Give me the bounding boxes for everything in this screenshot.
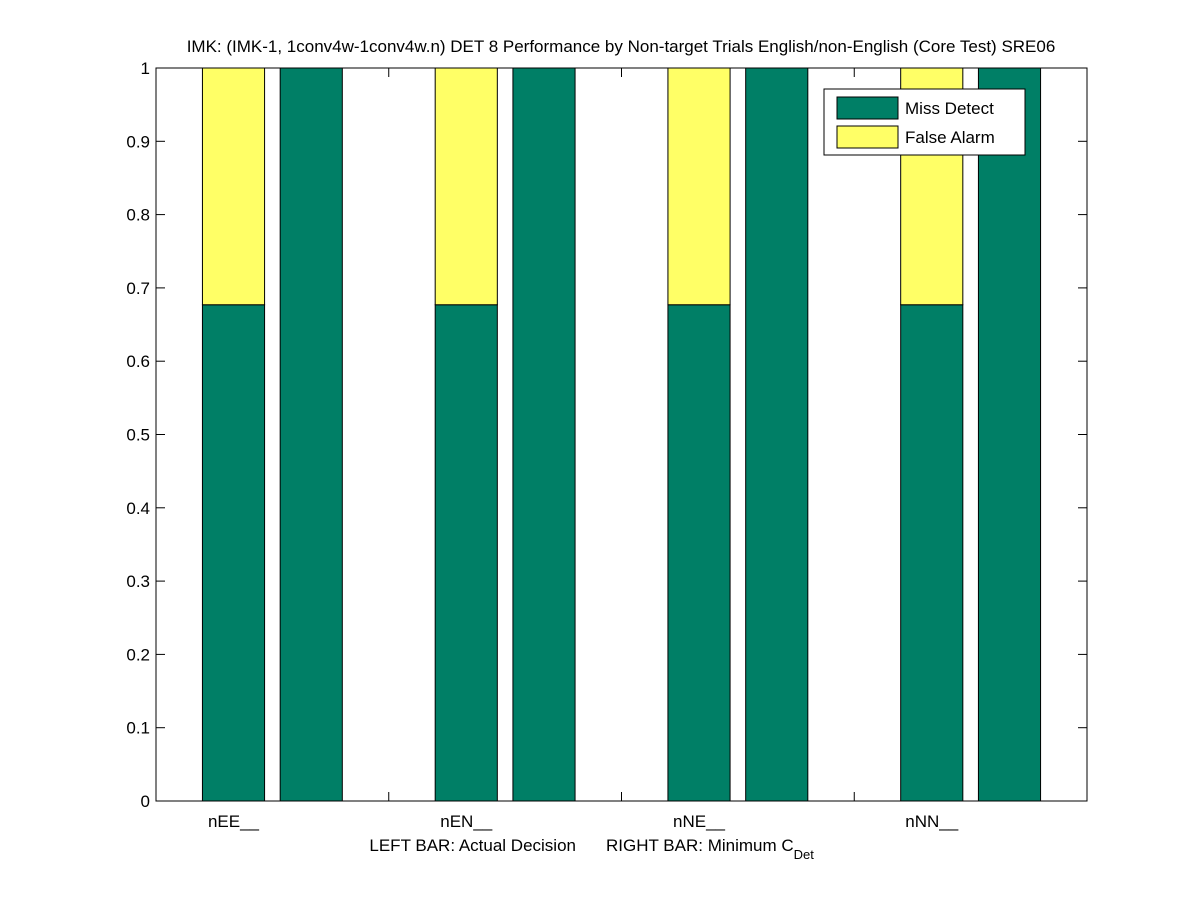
y-tick-label: 1 bbox=[141, 59, 150, 78]
bar-nEN-mincdet-miss-detect bbox=[512, 67, 576, 802]
bar-nNN-mincdet-miss-detect bbox=[977, 67, 1042, 802]
legend: Miss Detect False Alarm bbox=[823, 88, 1026, 156]
x-axis-label-right-sub: Det bbox=[794, 847, 815, 862]
y-tick-label: 0.1 bbox=[126, 719, 150, 738]
y-tick-label: 0.3 bbox=[126, 572, 150, 591]
chart-title: IMK: (IMK-1, 1conv4w-1conv4w.n) DET 8 Pe… bbox=[187, 37, 1056, 56]
axes-group: 0 0.1 0.2 0.3 0.4 0.5 0.6 0.7 0.8 0.9 1 bbox=[126, 59, 1088, 811]
legend-swatch-miss-detect bbox=[836, 96, 899, 120]
bar-nNE-actual-false-alarm bbox=[667, 67, 731, 306]
y-tick-label: 0.7 bbox=[126, 279, 150, 298]
bar-nEN-actual-miss-detect bbox=[434, 304, 498, 802]
bar-nEE-mincdet-miss-detect bbox=[279, 67, 343, 802]
x-axis-label-right-main: RIGHT BAR: Minimum C bbox=[606, 836, 794, 855]
y-tick-label: 0.5 bbox=[126, 426, 150, 445]
bar-nNE-mincdet-miss-detect bbox=[745, 67, 809, 802]
bar-nEE-actual-miss-detect bbox=[201, 304, 266, 802]
x-tick-label: nEN__ bbox=[440, 812, 493, 831]
bar-nEN-actual-false-alarm bbox=[434, 67, 498, 306]
y-tick-label: 0.4 bbox=[126, 499, 150, 518]
y-tick-label: 0 bbox=[141, 792, 150, 811]
x-tick-label: nNN__ bbox=[905, 812, 958, 831]
y-tick-label: 0.9 bbox=[126, 132, 150, 151]
bars-group bbox=[201, 67, 1042, 802]
y-tick-label: 0.6 bbox=[126, 352, 150, 371]
y-tick-label: 0.8 bbox=[126, 206, 150, 225]
x-tick-label: nEE__ bbox=[208, 812, 260, 831]
x-axis-label-left: LEFT BAR: Actual Decision bbox=[369, 836, 576, 855]
y-tick-label: 0.2 bbox=[126, 645, 150, 664]
bar-nNN-actual-miss-detect bbox=[900, 304, 964, 802]
legend-swatch-false-alarm bbox=[836, 125, 899, 149]
x-tick-labels: nEE__ nEN__ nNE__ nNN__ bbox=[208, 812, 959, 831]
legend-label-false-alarm: False Alarm bbox=[905, 128, 995, 147]
x-tick-label: nNE__ bbox=[673, 812, 726, 831]
bar-nEE-actual-false-alarm bbox=[201, 67, 266, 306]
bar-nNE-actual-miss-detect bbox=[667, 304, 731, 802]
x-axis-label-right: RIGHT BAR: Minimum CDet bbox=[606, 836, 814, 862]
legend-label-miss-detect: Miss Detect bbox=[905, 99, 994, 118]
